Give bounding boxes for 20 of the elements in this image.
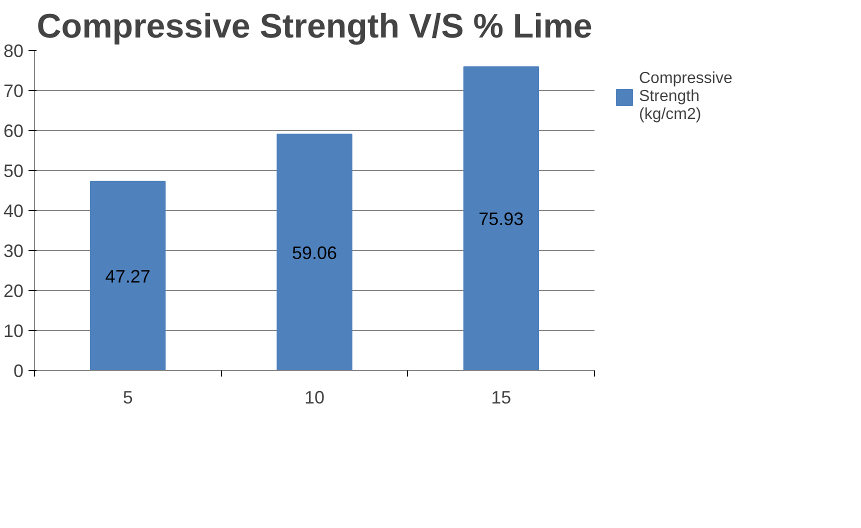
y-tick-label: 80 [3,41,24,61]
data-label: 47.27 [105,266,150,286]
y-tick-label: 10 [3,321,24,341]
y-tick-label: 40 [3,201,24,221]
chart-title: Compressive Strength V/S % Lime [36,8,592,46]
legend-label: Compressive Strength (kg/cm2) [639,70,732,124]
y-tick-label: 50 [3,161,24,181]
bar [276,134,352,370]
x-tick-label: 15 [491,388,512,408]
y-tick-label: 70 [3,81,24,101]
x-tick-label: 10 [304,388,325,408]
y-tick-label: 20 [3,281,24,301]
bar [463,66,539,370]
data-label: 75.93 [478,209,524,230]
y-tick-label: 30 [3,241,24,261]
bar [90,180,166,370]
x-tick-label: 5 [122,388,133,408]
data-label: 59.06 [292,242,338,263]
y-tick-label: 60 [3,121,24,141]
y-tick-label: 0 [13,361,24,381]
